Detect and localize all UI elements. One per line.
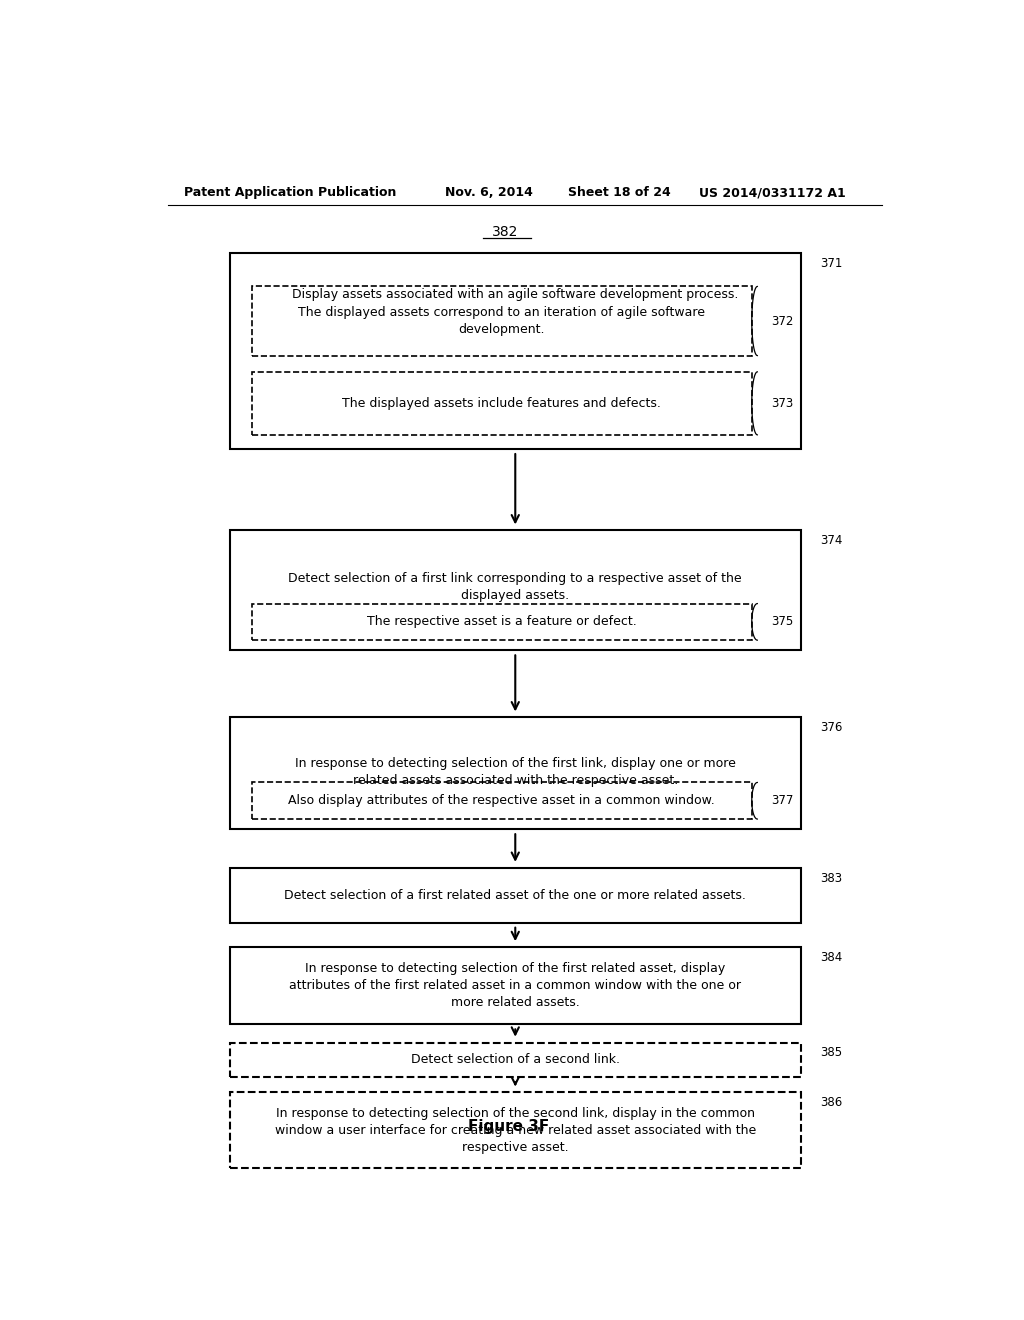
Text: 383: 383 <box>820 871 842 884</box>
Text: 386: 386 <box>820 1096 843 1109</box>
Text: Nov. 6, 2014: Nov. 6, 2014 <box>445 186 534 199</box>
Text: Detect selection of a first link corresponding to a respective asset of the
disp: Detect selection of a first link corresp… <box>289 573 742 602</box>
Text: The displayed assets include features and defects.: The displayed assets include features an… <box>342 397 662 409</box>
Bar <box>229 1093 801 1168</box>
Bar <box>252 783 752 818</box>
Text: 371: 371 <box>820 256 843 269</box>
Bar <box>252 372 752 434</box>
Bar <box>229 1043 801 1077</box>
Text: 385: 385 <box>820 1047 842 1060</box>
Text: 373: 373 <box>771 397 793 409</box>
Text: Display assets associated with an agile software development process.: Display assets associated with an agile … <box>292 288 738 301</box>
Text: 384: 384 <box>820 950 843 964</box>
Text: Figure 3F: Figure 3F <box>468 1118 550 1134</box>
Text: In response to detecting selection of the first related asset, display
attribute: In response to detecting selection of th… <box>289 962 741 1010</box>
Text: In response to detecting selection of the second link, display in the common
win: In response to detecting selection of th… <box>274 1106 756 1154</box>
Text: 376: 376 <box>820 721 843 734</box>
Text: 372: 372 <box>771 314 794 327</box>
Text: The respective asset is a feature or defect.: The respective asset is a feature or def… <box>367 615 637 628</box>
Text: Detect selection of a first related asset of the one or more related assets.: Detect selection of a first related asse… <box>285 888 746 902</box>
Text: 374: 374 <box>820 535 843 546</box>
Bar <box>229 253 801 449</box>
Text: Detect selection of a second link.: Detect selection of a second link. <box>411 1053 620 1067</box>
Text: Also display attributes of the respective asset in a common window.: Also display attributes of the respectiv… <box>289 795 715 808</box>
Text: 375: 375 <box>771 615 793 628</box>
Bar <box>229 867 801 923</box>
Bar <box>229 948 801 1024</box>
Text: In response to detecting selection of the first link, display one or more
relate: In response to detecting selection of th… <box>295 758 735 787</box>
Text: 377: 377 <box>771 795 794 808</box>
Text: Patent Application Publication: Patent Application Publication <box>183 186 396 199</box>
Text: 382: 382 <box>492 224 518 239</box>
Bar <box>229 531 801 651</box>
Text: The displayed assets correspond to an iteration of agile software
development.: The displayed assets correspond to an it… <box>298 306 706 337</box>
Bar <box>252 286 752 355</box>
Bar <box>252 603 752 640</box>
Text: Sheet 18 of 24: Sheet 18 of 24 <box>568 186 671 199</box>
Bar <box>229 718 801 829</box>
Text: US 2014/0331172 A1: US 2014/0331172 A1 <box>699 186 846 199</box>
